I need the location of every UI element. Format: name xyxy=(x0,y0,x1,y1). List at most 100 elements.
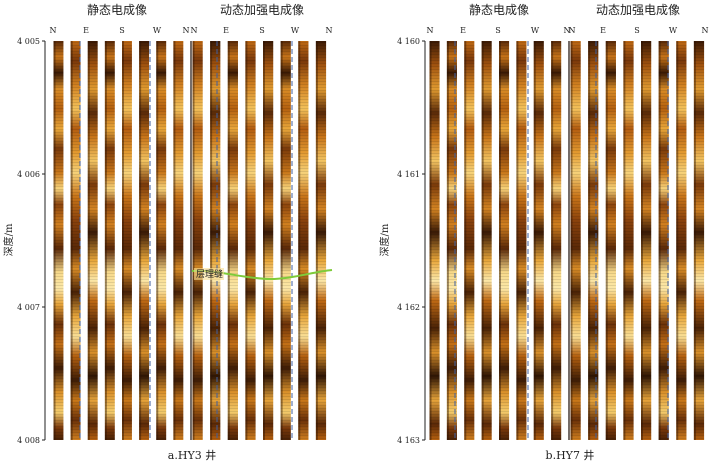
depth-tick-label: 4 005 xyxy=(17,37,40,46)
panel-a-dynamic-title: 动态加强电成像 xyxy=(220,3,304,17)
panel-a-static-title: 静态电成像 xyxy=(87,3,147,17)
pad-edge xyxy=(588,41,591,440)
compass-label: E xyxy=(600,26,606,35)
pad-edge xyxy=(210,41,213,440)
pad-texture xyxy=(104,41,115,440)
compass-label: E xyxy=(460,26,466,35)
pad-edge xyxy=(641,41,643,440)
pad-texture xyxy=(516,41,527,440)
panel-b: 静态电成像 动态加强电成像 N E S W N N E S W N 4 160 … xyxy=(378,3,710,462)
compass-label: E xyxy=(223,26,229,35)
pad-edge xyxy=(464,41,467,440)
depth-tick-label: 4 160 xyxy=(397,37,420,46)
pad-texture xyxy=(53,41,64,440)
compass-label: N xyxy=(569,26,576,35)
panel-a-depth-ticks: 4 005 4 006 4 007 4 008 xyxy=(17,37,45,445)
pad-texture xyxy=(70,41,81,440)
panel-a-compass-static: N E S W N xyxy=(50,26,190,35)
pad-edge xyxy=(481,41,484,440)
panel-a-depth-label: 深度/m xyxy=(2,223,15,256)
pad-edge xyxy=(280,41,283,440)
pad-texture xyxy=(446,41,457,440)
pad-texture xyxy=(298,41,309,440)
pad-texture xyxy=(551,41,562,440)
pad-edge xyxy=(533,41,536,440)
compass-label: W xyxy=(153,26,162,35)
compass-label: S xyxy=(495,26,500,35)
pad-edge xyxy=(139,41,142,440)
pad-texture xyxy=(676,41,687,440)
depth-tick-label: 4 161 xyxy=(397,170,420,179)
depth-tick-label: 4 008 xyxy=(17,436,40,445)
panel-b-depth-ticks: 4 160 4 161 4 162 4 163 xyxy=(397,37,425,445)
panel-a-dynamic-image xyxy=(190,41,332,440)
compass-label: N xyxy=(564,26,571,35)
panel-a-compass-dynamic: N E S W N xyxy=(191,26,333,35)
pad-edge xyxy=(263,41,265,440)
pad-edge xyxy=(516,41,519,440)
pad-texture xyxy=(156,41,167,440)
compass-label: N xyxy=(326,26,333,35)
annotation-background xyxy=(194,268,224,280)
compass-label: N xyxy=(191,26,198,35)
pad-texture xyxy=(263,41,274,440)
pad-texture xyxy=(570,41,581,440)
pad-edge xyxy=(227,41,230,440)
panel-b-caption: b.HY7 井 xyxy=(546,448,595,462)
pad-texture xyxy=(533,41,544,440)
pad-edge xyxy=(605,41,608,440)
compass-label: W xyxy=(291,26,300,35)
pad-edge xyxy=(70,41,73,440)
pad-edge xyxy=(623,41,626,440)
panel-b-compass-static: N E S W N xyxy=(427,26,571,35)
depth-tick-label: 4 007 xyxy=(17,303,40,312)
pad-texture xyxy=(481,41,492,440)
pad-edge xyxy=(173,41,176,440)
depth-tick-label: 4 006 xyxy=(17,170,40,179)
pad-edge xyxy=(446,41,449,440)
pad-texture xyxy=(227,41,238,440)
pad-edge xyxy=(676,41,679,440)
pad-texture xyxy=(173,41,184,440)
pad-edge xyxy=(499,41,501,440)
pad-texture xyxy=(658,41,669,440)
panel-a-static-image xyxy=(52,41,189,440)
panel-b-depth-label: 深度/m xyxy=(378,223,391,256)
pad-edge xyxy=(658,41,661,440)
compass-label: S xyxy=(119,26,124,35)
pad-texture xyxy=(464,41,475,440)
panel-a-caption: a.HY3 井 xyxy=(168,448,216,462)
pad-texture xyxy=(429,41,440,440)
compass-label: S xyxy=(634,26,639,35)
compass-label: S xyxy=(259,26,264,35)
pad-texture xyxy=(245,41,256,440)
panel-b-dynamic-title: 动态加强电成像 xyxy=(596,3,680,17)
panel-b-static-title: 静态电成像 xyxy=(469,3,529,17)
bedding-fracture-label: 层理缝 xyxy=(196,268,223,280)
pad-edge xyxy=(429,41,432,440)
pad-edge xyxy=(122,41,124,440)
compass-label: N xyxy=(702,26,709,35)
pad-texture xyxy=(315,41,327,440)
pad-edge xyxy=(693,41,696,440)
compass-label: W xyxy=(669,26,678,35)
pad-texture xyxy=(280,41,291,440)
compass-label: W xyxy=(531,26,540,35)
pad-edge xyxy=(298,41,301,440)
pad-texture xyxy=(588,41,599,440)
pad-texture xyxy=(641,41,652,440)
compass-label: E xyxy=(83,26,89,35)
depth-tick-label: 4 163 xyxy=(397,436,420,445)
pad-texture xyxy=(192,41,203,440)
pad-edge xyxy=(551,41,554,440)
pad-edge xyxy=(87,41,90,440)
pad-texture xyxy=(87,41,98,440)
panel-b-static-image xyxy=(428,41,567,440)
pad-texture xyxy=(122,41,132,440)
pad-edge xyxy=(192,41,195,440)
pad-edge xyxy=(104,41,107,440)
pad-texture xyxy=(605,41,616,440)
pad-edge xyxy=(315,41,318,440)
compass-label: N xyxy=(183,26,190,35)
